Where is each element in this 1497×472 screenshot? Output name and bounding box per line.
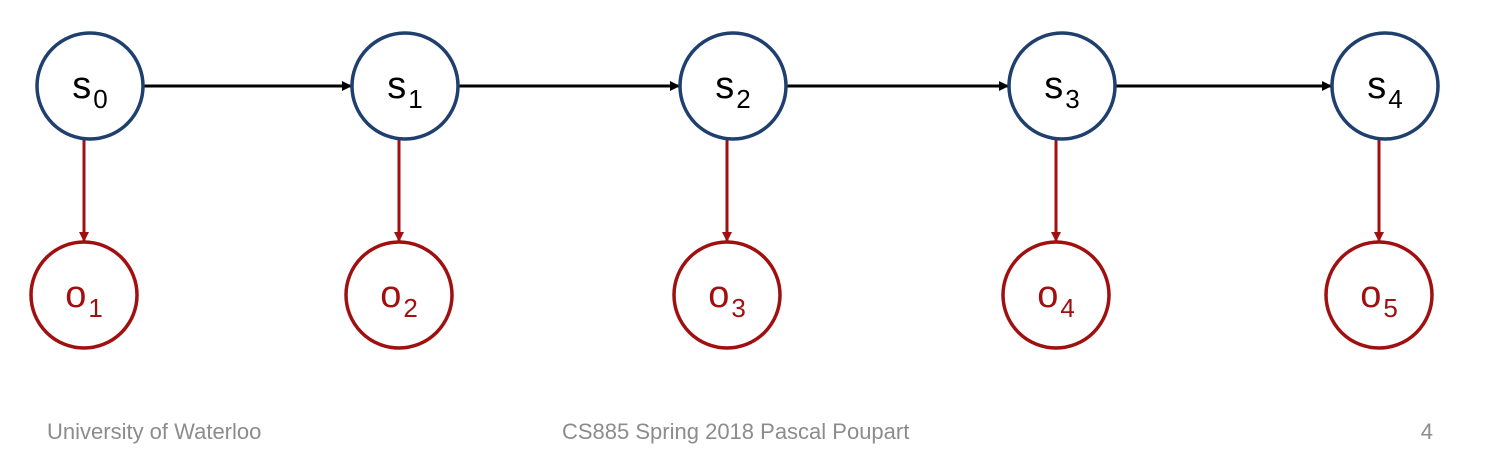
footer-course: CS885 Spring 2018 Pascal Poupart	[562, 419, 910, 444]
observation-node-4: o5	[1324, 240, 1434, 350]
observation-letter: o	[65, 274, 86, 316]
state-label: s0	[72, 65, 107, 114]
observation-circle	[1001, 240, 1111, 350]
observation-node-1: o2	[344, 240, 454, 350]
state-subscript: 4	[1388, 84, 1402, 114]
observation-circle	[344, 240, 454, 350]
state-letter: s	[387, 65, 406, 107]
state-node-1: s1	[350, 31, 460, 141]
state-circle	[350, 31, 460, 141]
state-label: s1	[387, 65, 422, 114]
state-label: s4	[1367, 65, 1402, 114]
observation-circle	[672, 240, 782, 350]
observation-subscript: 4	[1060, 293, 1074, 323]
observation-node-3: o4	[1001, 240, 1111, 350]
state-circle	[1330, 31, 1440, 141]
observation-letter: o	[708, 274, 729, 316]
observation-label: o1	[65, 274, 103, 323]
observation-node-0: o1	[29, 240, 139, 350]
observation-subscript: 1	[88, 293, 102, 323]
state-label: s3	[1044, 65, 1079, 114]
observation-node-2: o3	[672, 240, 782, 350]
observation-subscript: 3	[731, 293, 745, 323]
state-label: s2	[715, 65, 750, 114]
state-node-3: s3	[1007, 31, 1117, 141]
state-letter: s	[72, 65, 91, 107]
state-circle	[678, 31, 788, 141]
observation-label: o3	[708, 274, 746, 323]
state-node-2: s2	[678, 31, 788, 141]
state-subscript: 0	[93, 84, 107, 114]
observation-letter: o	[380, 274, 401, 316]
observation-label: o5	[1360, 274, 1398, 323]
footer-institution: University of Waterloo	[47, 419, 262, 444]
observation-label: o4	[1037, 274, 1075, 323]
state-node-4: s4	[1330, 31, 1440, 141]
observation-subscript: 5	[1383, 293, 1397, 323]
state-letter: s	[1044, 65, 1063, 107]
footer-page-number: 4	[1420, 419, 1433, 444]
state-circle	[1007, 31, 1117, 141]
state-subscript: 2	[736, 84, 750, 114]
state-circle	[35, 31, 145, 141]
state-letter: s	[1367, 65, 1386, 107]
observation-letter: o	[1037, 274, 1058, 316]
observation-letter: o	[1360, 274, 1381, 316]
state-subscript: 3	[1065, 84, 1079, 114]
state-subscript: 1	[408, 84, 422, 114]
observation-circle	[1324, 240, 1434, 350]
state-node-0: s0	[35, 31, 145, 141]
observation-label: o2	[380, 274, 418, 323]
state-letter: s	[715, 65, 734, 107]
observation-subscript: 2	[403, 293, 417, 323]
observation-circle	[29, 240, 139, 350]
